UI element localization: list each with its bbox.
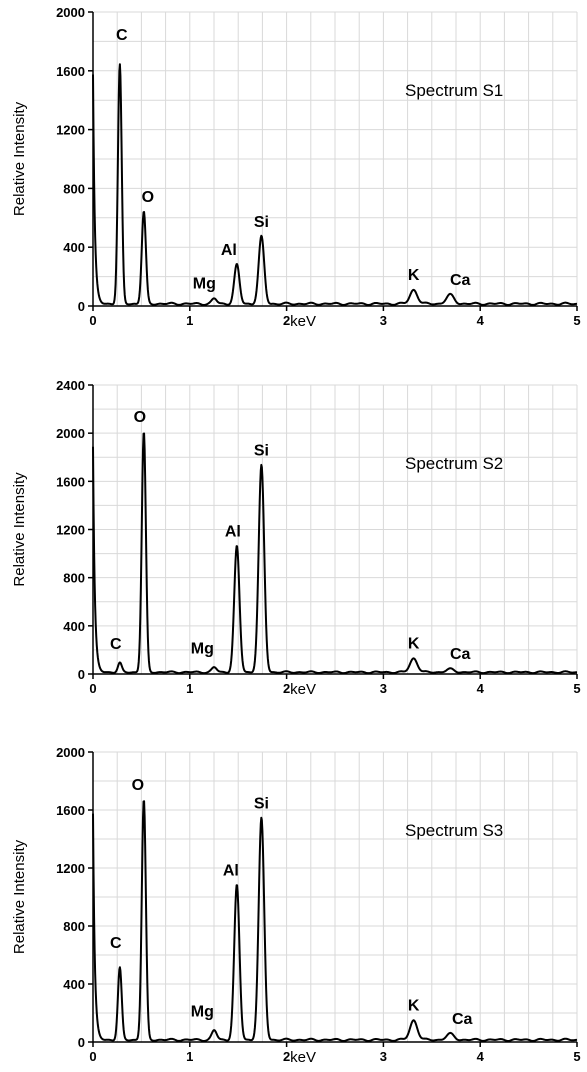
peak-label-k: K — [408, 635, 420, 652]
x-axis-label: keV — [290, 681, 316, 698]
x-tick-label: 3 — [380, 313, 387, 328]
y-tick-label: 0 — [78, 667, 85, 682]
x-tick-label: 2 — [283, 313, 290, 328]
x-axis-label: keV — [290, 1049, 316, 1066]
peak-label-o: O — [132, 777, 144, 794]
peak-label-ca: Ca — [452, 1011, 473, 1028]
chart-panel-2: 0 1 2 3 4 5 0 400 800 1200 1600 2000 2400 keV Relative… — [11, 378, 581, 698]
y-tick-label: 400 — [63, 240, 85, 255]
y-tick-label: 800 — [63, 181, 85, 196]
y-tick-label: 800 — [63, 919, 85, 934]
peak-label-mg: Mg — [193, 276, 216, 293]
x-tick-label: 4 — [477, 1049, 485, 1064]
y-tick-label: 1600 — [56, 64, 85, 79]
y-tick-label: 800 — [63, 571, 85, 586]
x-tick-label: 4 — [477, 313, 485, 328]
y-tick-label: 400 — [63, 619, 85, 634]
y-tick-label: 400 — [63, 977, 85, 992]
spectrum-line — [92, 63, 578, 306]
y-tick-label: 0 — [78, 299, 85, 314]
x-tick-label: 1 — [186, 1049, 193, 1064]
spectrum-title: Spectrum S2 — [405, 454, 503, 473]
x-tick-label: 3 — [380, 1049, 387, 1064]
peak-label-al: Al — [223, 862, 239, 879]
peak-label-si: Si — [254, 796, 269, 813]
spectrum-line — [92, 432, 578, 675]
y-tick-label: 1200 — [56, 523, 85, 538]
x-tick-label: 2 — [283, 681, 290, 696]
y-tick-label: 2000 — [56, 5, 85, 20]
peak-label-mg: Mg — [191, 640, 214, 657]
spectrum-title: Spectrum S1 — [405, 81, 503, 100]
y-tick-label: 1200 — [56, 123, 85, 138]
x-tick-label: 1 — [186, 313, 193, 328]
peak-label-ca: Ca — [450, 272, 471, 289]
peak-label-k: K — [408, 267, 420, 284]
x-tick-label: 5 — [573, 681, 580, 696]
y-tick-label: 2000 — [56, 426, 85, 441]
peak-label-al: Al — [225, 523, 241, 540]
x-tick-label: 2 — [283, 1049, 290, 1064]
peak-label-c: C — [116, 27, 128, 44]
peak-label-c: C — [110, 935, 122, 952]
y-axis-label: Relative Intensity — [11, 839, 28, 954]
y-tick-label: 1200 — [56, 861, 85, 876]
peak-label-c: C — [110, 636, 122, 653]
peak-label-mg: Mg — [191, 1003, 214, 1020]
x-tick-label: 0 — [89, 681, 96, 696]
y-tick-label: 2000 — [56, 745, 85, 760]
peak-label-si: Si — [254, 214, 269, 231]
x-tick-label: 5 — [573, 1049, 580, 1064]
x-axis-label: keV — [290, 313, 316, 330]
peak-label-al: Al — [221, 242, 237, 259]
y-tick-label: 2400 — [56, 378, 85, 393]
y-tick-label: 1600 — [56, 803, 85, 818]
peak-label-si: Si — [254, 443, 269, 460]
x-tick-label: 0 — [89, 313, 96, 328]
peak-label-o: O — [142, 189, 154, 206]
y-tick-label: 0 — [78, 1035, 85, 1050]
chart-panel-3: 0 1 2 3 4 5 0 400 800 1200 1600 2000 keV Relative Int… — [11, 745, 581, 1066]
chart-panel-1: 0 1 2 3 4 5 0 400 800 1200 1600 2000 keV Relative Int… — [11, 5, 581, 330]
peak-label-o: O — [134, 409, 146, 426]
spectrum-title: Spectrum S3 — [405, 821, 503, 840]
x-tick-label: 4 — [477, 681, 485, 696]
peak-label-k: K — [408, 997, 420, 1014]
x-tick-label: 5 — [573, 313, 580, 328]
x-tick-label: 0 — [89, 1049, 96, 1064]
x-tick-label: 1 — [186, 681, 193, 696]
y-axis-label: Relative Intensity — [11, 101, 28, 216]
peak-label-ca: Ca — [450, 646, 471, 663]
spectrum-line — [92, 800, 578, 1042]
x-tick-label: 3 — [380, 681, 387, 696]
y-axis-label: Relative Intensity — [11, 472, 28, 587]
y-tick-label: 1600 — [56, 474, 85, 489]
